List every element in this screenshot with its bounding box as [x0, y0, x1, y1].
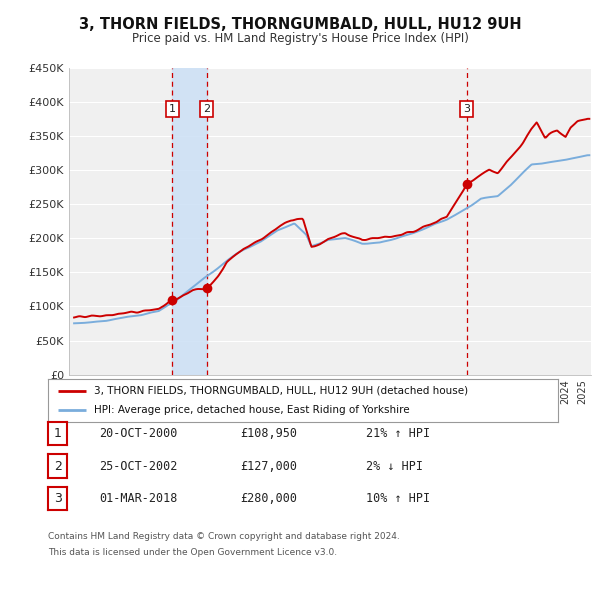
Text: 2: 2: [53, 460, 62, 473]
Text: £127,000: £127,000: [240, 460, 297, 473]
Text: Price paid vs. HM Land Registry's House Price Index (HPI): Price paid vs. HM Land Registry's House …: [131, 32, 469, 45]
Bar: [172, 68, 207, 375]
Text: 10% ↑ HPI: 10% ↑ HPI: [366, 492, 430, 505]
Text: £280,000: £280,000: [240, 492, 297, 505]
Text: 1: 1: [169, 104, 176, 114]
Text: 1: 1: [53, 427, 62, 440]
Text: This data is licensed under the Open Government Licence v3.0.: This data is licensed under the Open Gov…: [48, 548, 337, 556]
Text: HPI: Average price, detached house, East Riding of Yorkshire: HPI: Average price, detached house, East…: [94, 405, 410, 415]
Text: Contains HM Land Registry data © Crown copyright and database right 2024.: Contains HM Land Registry data © Crown c…: [48, 532, 400, 541]
Text: 25-OCT-2002: 25-OCT-2002: [99, 460, 178, 473]
Text: £108,950: £108,950: [240, 427, 297, 440]
Text: 21% ↑ HPI: 21% ↑ HPI: [366, 427, 430, 440]
Text: 3: 3: [53, 492, 62, 505]
Text: 01-MAR-2018: 01-MAR-2018: [99, 492, 178, 505]
Text: 2% ↓ HPI: 2% ↓ HPI: [366, 460, 423, 473]
Text: 3: 3: [463, 104, 470, 114]
Text: 3, THORN FIELDS, THORNGUMBALD, HULL, HU12 9UH (detached house): 3, THORN FIELDS, THORNGUMBALD, HULL, HU1…: [94, 386, 468, 396]
Text: 20-OCT-2000: 20-OCT-2000: [99, 427, 178, 440]
Text: 3, THORN FIELDS, THORNGUMBALD, HULL, HU12 9UH: 3, THORN FIELDS, THORNGUMBALD, HULL, HU1…: [79, 17, 521, 31]
Text: 2: 2: [203, 104, 211, 114]
